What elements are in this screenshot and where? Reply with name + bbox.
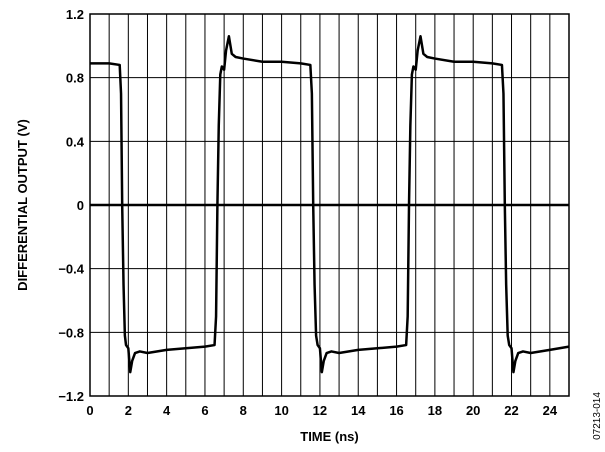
y-tick-label: 1.2 bbox=[66, 7, 84, 22]
x-tick-labels: 0 2 4 6 8 10 12 14 16 18 20 22 24 bbox=[86, 403, 557, 418]
x-tick-label: 20 bbox=[466, 403, 480, 418]
x-tick-label: 2 bbox=[125, 403, 132, 418]
y-tick-label: −0.4 bbox=[58, 262, 84, 277]
y-tick-label: −0.8 bbox=[58, 325, 84, 340]
x-tick-label: 22 bbox=[504, 403, 518, 418]
x-tick-label: 6 bbox=[201, 403, 208, 418]
x-axis-label: TIME (ns) bbox=[300, 429, 359, 444]
y-axis-label: DIFFERENTIAL OUTPUT (V) bbox=[15, 119, 30, 291]
y-tick-label: 0.4 bbox=[66, 134, 85, 149]
plot-frame bbox=[89, 13, 570, 397]
y-tick-label: 0 bbox=[77, 198, 84, 213]
y-tick-labels: 1.2 0.8 0.4 0 −0.4 −0.8 −1.2 bbox=[58, 7, 84, 404]
figure-id: 07213-014 bbox=[592, 392, 603, 440]
x-tick-label: 4 bbox=[163, 403, 171, 418]
x-tick-label: 12 bbox=[313, 403, 327, 418]
x-tick-label: 18 bbox=[428, 403, 442, 418]
y-tick-label: −1.2 bbox=[58, 389, 84, 404]
x-tick-label: 0 bbox=[86, 403, 93, 418]
x-tick-label: 10 bbox=[274, 403, 288, 418]
x-tick-label: 24 bbox=[543, 403, 558, 418]
x-tick-label: 16 bbox=[389, 403, 403, 418]
series-line bbox=[90, 35, 570, 374]
x-tick-label: 14 bbox=[351, 403, 366, 418]
y-tick-label: 0.8 bbox=[66, 71, 84, 86]
x-tick-label: 8 bbox=[240, 403, 247, 418]
